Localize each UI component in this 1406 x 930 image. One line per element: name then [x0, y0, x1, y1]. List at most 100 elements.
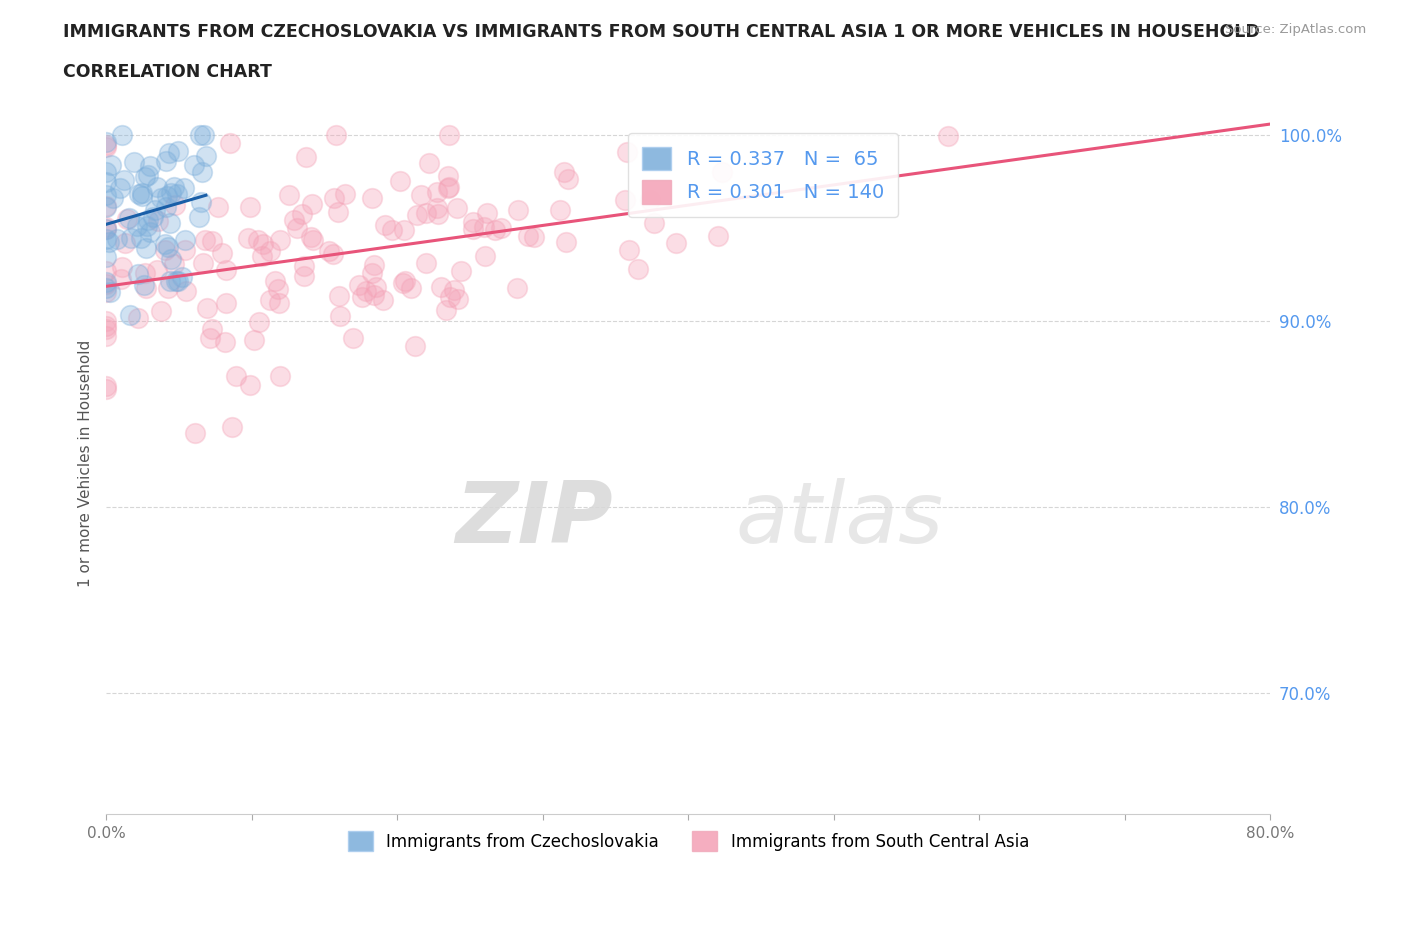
Point: [427, 206, 450, 221]
Point: [163, 198, 186, 213]
Point: [259, 292, 281, 307]
Point: [96, 175, 118, 190]
Point: [318, 244, 340, 259]
Point: [127, 267, 149, 282]
Point: [285, 220, 308, 235]
Point: [96, 138, 118, 153]
Point: [96, 314, 118, 329]
Point: [159, 273, 181, 288]
Point: [638, 193, 661, 207]
Point: [142, 210, 165, 225]
Point: [131, 186, 153, 201]
Point: [437, 180, 460, 195]
Point: [155, 153, 177, 168]
Point: [246, 232, 269, 247]
Point: [328, 288, 350, 303]
Point: [243, 333, 266, 348]
Point: [135, 219, 157, 233]
Point: [354, 284, 377, 299]
Point: [219, 136, 242, 151]
Text: atlas: atlas: [735, 478, 943, 561]
Point: [96, 281, 118, 296]
Point: [139, 225, 162, 240]
Point: [125, 219, 148, 233]
Point: [415, 206, 437, 220]
Point: [269, 368, 291, 383]
Point: [108, 180, 131, 195]
Point: [146, 263, 169, 278]
Point: [96, 250, 118, 265]
Point: [329, 309, 352, 324]
Point: [434, 302, 457, 317]
Point: [96, 276, 118, 291]
Point: [301, 197, 323, 212]
Point: [143, 203, 166, 218]
Point: [155, 242, 177, 257]
Point: [333, 187, 356, 202]
Point: [207, 199, 229, 214]
Point: [96, 188, 118, 203]
Point: [450, 263, 472, 278]
Point: [132, 277, 155, 292]
Point: [426, 200, 449, 215]
Point: [548, 203, 571, 218]
Point: [371, 293, 394, 308]
Point: [157, 145, 180, 160]
Point: [292, 259, 315, 273]
Point: [215, 263, 238, 278]
Point: [283, 213, 305, 228]
Point: [381, 222, 404, 237]
Point: [361, 190, 384, 205]
Point: [117, 210, 139, 225]
Point: [352, 290, 374, 305]
Point: [96, 200, 118, 215]
Point: [267, 282, 290, 297]
Point: [166, 186, 188, 201]
Point: [436, 168, 458, 183]
Point: [134, 169, 156, 184]
Point: [215, 295, 238, 310]
Point: [477, 206, 499, 221]
Point: [174, 243, 197, 258]
Point: [472, 219, 495, 234]
Point: [174, 232, 197, 247]
Point: [120, 231, 142, 246]
Point: [156, 189, 179, 204]
Point: [165, 273, 187, 288]
Point: [446, 201, 468, 216]
Point: [115, 211, 138, 226]
Point: [443, 283, 465, 298]
Point: [96, 379, 118, 393]
Point: [363, 258, 385, 272]
Point: [388, 174, 411, 189]
Point: [706, 229, 728, 244]
Point: [214, 334, 236, 349]
Point: [114, 236, 136, 251]
Point: [111, 127, 134, 142]
Point: [135, 240, 157, 255]
Point: [252, 248, 274, 263]
Point: [170, 269, 193, 284]
Point: [105, 232, 128, 246]
Point: [627, 261, 650, 276]
Y-axis label: 1 or more Vehicles in Household: 1 or more Vehicles in Household: [79, 339, 93, 587]
Point: [328, 205, 350, 219]
Point: [392, 276, 415, 291]
Point: [96, 221, 118, 236]
Point: [159, 251, 181, 266]
Point: [299, 229, 322, 244]
Point: [155, 237, 177, 252]
Text: Source: ZipAtlas.com: Source: ZipAtlas.com: [1226, 23, 1367, 36]
Point: [247, 314, 270, 329]
Point: [439, 289, 461, 304]
Point: [616, 145, 638, 160]
Point: [302, 232, 325, 247]
Point: [506, 280, 529, 295]
Point: [489, 220, 512, 235]
Point: [157, 239, 180, 254]
Point: [193, 127, 215, 142]
Point: [665, 235, 688, 250]
Point: [474, 248, 496, 263]
Point: [173, 180, 195, 195]
Point: [643, 215, 665, 230]
